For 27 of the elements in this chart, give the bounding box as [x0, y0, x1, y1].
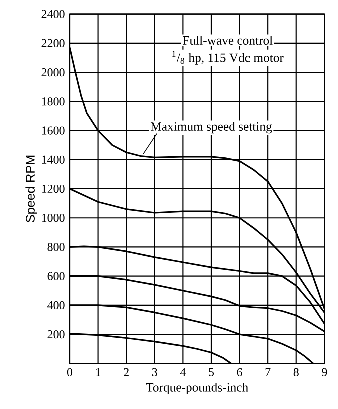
y-tick-label: 1400	[42, 156, 65, 164]
x-axis-title: Torque-pounds-inch	[146, 382, 248, 394]
x-tick-label: 2	[124, 368, 129, 376]
y-tick-label: 1800	[42, 98, 65, 106]
y-tick-label: 2200	[42, 39, 65, 48]
y-tick-label: 1200	[42, 184, 65, 194]
x-tick-label: 5	[209, 368, 214, 376]
y-tick-label: 1000	[42, 214, 65, 222]
x-tick-label: 3	[152, 368, 158, 376]
y-tick-label: 600	[48, 272, 65, 280]
annotation: $^{1}$/$_{8}$ hp, 115 Vdc motor	[172, 51, 284, 65]
y-tick-label: 2000	[42, 68, 65, 77]
annotation: Full-wave control	[183, 36, 273, 45]
x-tick-label: 0	[67, 368, 73, 376]
y-tick-label: 1600	[42, 126, 65, 135]
x-tick-label: 9	[322, 368, 328, 376]
y-tick-label: 400	[48, 301, 65, 310]
x-tick-label: 7	[266, 368, 271, 376]
y-tick-label: 200	[48, 330, 65, 339]
y-tick-label: 2400	[42, 10, 65, 18]
y-axis-title: Speed RPM	[26, 156, 38, 223]
annotation: Maximum speed setting	[150, 122, 272, 134]
x-tick-label: 6	[237, 368, 242, 376]
x-tick-label: 8	[294, 368, 299, 376]
x-tick-label: 1	[96, 368, 101, 376]
x-tick-label: 4	[180, 368, 186, 376]
y-tick-label: 800	[48, 243, 65, 252]
